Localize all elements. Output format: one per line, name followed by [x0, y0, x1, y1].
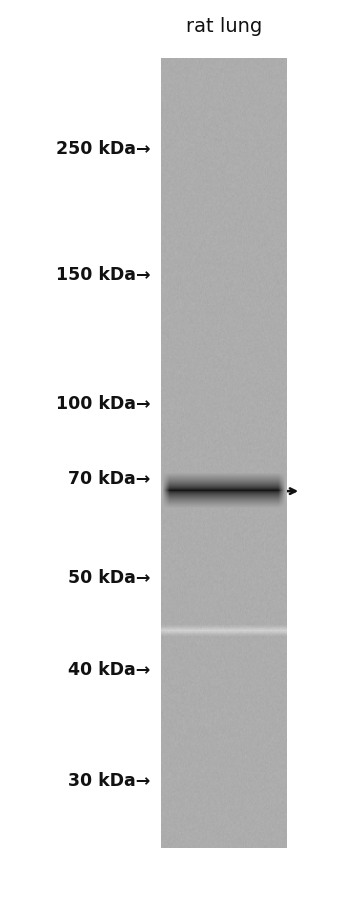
Text: 150 kDa→: 150 kDa→	[56, 266, 150, 284]
Text: 250 kDa→: 250 kDa→	[56, 140, 150, 158]
Text: WWW.PTGLAB.COM: WWW.PTGLAB.COM	[212, 382, 225, 520]
Text: 40 kDa→: 40 kDa→	[68, 660, 150, 678]
Text: 70 kDa→: 70 kDa→	[68, 469, 150, 487]
Text: 100 kDa→: 100 kDa→	[56, 394, 150, 412]
Text: 30 kDa→: 30 kDa→	[68, 771, 150, 789]
Text: 50 kDa→: 50 kDa→	[68, 568, 150, 586]
Text: rat lung: rat lung	[186, 17, 262, 36]
